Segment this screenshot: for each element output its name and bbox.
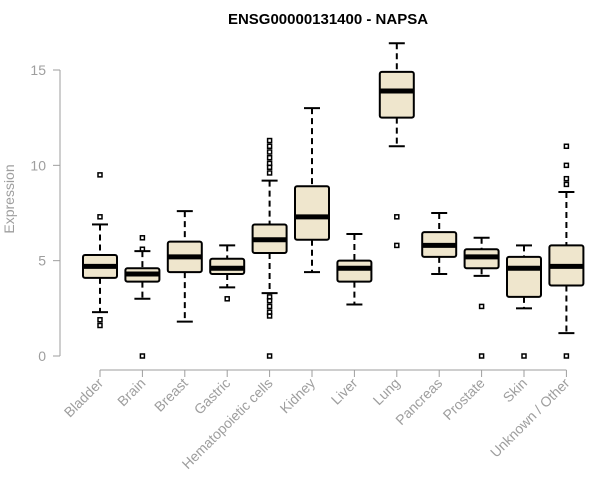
iqr-box <box>506 255 542 298</box>
outlier-point <box>478 303 485 310</box>
x-tick-label: Skin <box>500 375 531 406</box>
box-lung <box>378 42 415 249</box>
y-axis-label: Expression <box>1 164 17 233</box>
outlier-point <box>266 353 273 359</box>
outlier-point <box>394 214 400 220</box>
y-tick-label: 10 <box>30 157 46 173</box>
x-tick-label: Liver <box>328 375 361 408</box>
y-axis: 0 5 10 15 <box>30 62 61 364</box>
outlier-point <box>563 175 570 182</box>
x-tick-label: Brain <box>114 375 148 409</box>
box-gastric <box>209 244 246 302</box>
outlier-point <box>266 313 273 319</box>
y-tick-label: 0 <box>38 348 46 364</box>
boxes <box>82 42 585 359</box>
box-prostate <box>463 236 500 359</box>
outlier-point <box>266 303 273 310</box>
outlier-point <box>266 297 273 304</box>
outlier-point <box>97 322 103 329</box>
x-tick-label: Prostate <box>440 375 488 423</box>
outlier-point <box>521 353 527 359</box>
y-tick-label: 5 <box>38 253 46 269</box>
outlier-point <box>563 143 570 150</box>
outlier-point <box>97 317 103 323</box>
outlier-point <box>266 170 273 176</box>
outlier-point <box>563 162 570 169</box>
x-tick-label: Unknown / Other <box>487 375 573 461</box>
box-liver <box>336 232 373 306</box>
outlier-point <box>563 353 570 359</box>
x-tick-label: Kidney <box>277 375 319 417</box>
x-tick-label: Pancreas <box>392 375 445 428</box>
outlier-point <box>478 353 485 359</box>
box-brain <box>124 235 161 359</box>
outlier-point <box>266 149 273 155</box>
outlier-point <box>97 214 103 220</box>
outlier-point <box>266 154 273 161</box>
box-breast <box>166 210 203 323</box>
x-tick-label: Breast <box>151 375 191 415</box>
outlier-point <box>394 242 400 249</box>
box-unknown-other <box>548 143 585 359</box>
box-skin <box>506 244 542 359</box>
outlier-point <box>224 296 230 302</box>
x-tick-label: Bladder <box>61 375 107 421</box>
box-kidney <box>294 107 330 274</box>
outlier-point <box>139 353 146 359</box>
box-bladder <box>82 172 118 329</box>
outlier-point <box>563 181 570 188</box>
outlier-point <box>139 235 146 241</box>
outlier-point <box>266 137 273 144</box>
iqr-box <box>378 70 415 119</box>
box-hematopoietic-cells <box>251 137 288 359</box>
outlier-point <box>139 246 146 252</box>
iqr-box <box>294 185 330 241</box>
x-tick-label: Lung <box>370 375 403 408</box>
outlier-point <box>266 164 273 170</box>
chart-title: ENSG00000131400 - NAPSA <box>228 11 428 28</box>
outlier-point <box>97 172 103 178</box>
y-tick-label: 15 <box>30 62 46 78</box>
outlier-point <box>266 143 273 150</box>
iqr-box <box>336 259 373 283</box>
box-pancreas <box>421 212 458 276</box>
